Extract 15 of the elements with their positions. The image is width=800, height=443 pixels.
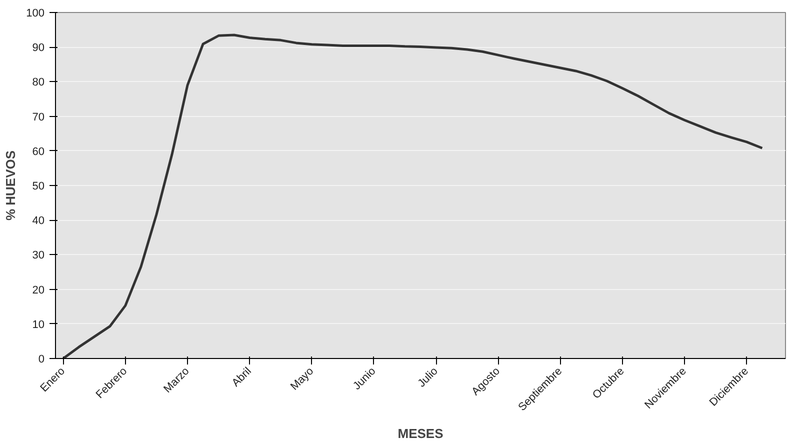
y-tick-label: 80 <box>32 76 45 89</box>
line-series <box>62 34 764 358</box>
y-tick-label: 40 <box>32 215 45 228</box>
y-tick-label: 100 <box>26 8 45 20</box>
y-tick-label: 10 <box>32 318 45 331</box>
y-tick-label: 0 <box>38 354 45 366</box>
y-tick-label: 50 <box>32 180 45 192</box>
y-tick-label: 70 <box>32 111 45 124</box>
y-tick-label: 30 <box>32 250 45 262</box>
y-axis-title: % HUEVOS <box>3 150 18 221</box>
y-tick-label: 90 <box>32 42 45 54</box>
x-axis-title: MESES <box>398 426 444 441</box>
y-tick-label: 60 <box>32 146 45 158</box>
y-tick-label: 20 <box>32 284 45 296</box>
x-tick-label: Julio <box>416 365 440 390</box>
